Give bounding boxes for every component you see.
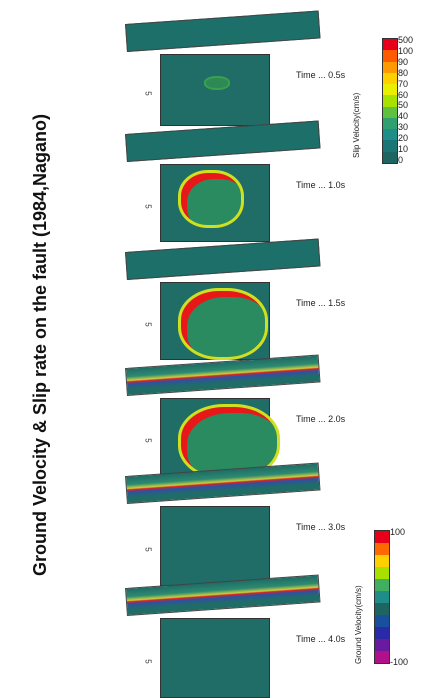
- rupture-front: [178, 170, 244, 228]
- colorbar-segment: [375, 555, 389, 567]
- colorbar-segment: [383, 50, 397, 62]
- colorbar-tick: 30: [398, 122, 409, 133]
- colorbar-tick: 80: [398, 67, 409, 78]
- time-label: Time ... 1.5s: [296, 298, 346, 308]
- depth-tick: 5: [143, 659, 153, 664]
- ground-colorbar: [374, 530, 390, 664]
- colorbar-tick: 10: [398, 144, 409, 155]
- colorbar-segment: [383, 129, 397, 141]
- colorbar-tick: 60: [398, 89, 409, 100]
- colorbar-segment: [375, 579, 389, 591]
- colorbar-tick: 100: [390, 527, 406, 537]
- time-label: Time ... 2.0s: [296, 414, 346, 424]
- colorbar-segment: [375, 567, 389, 579]
- depth-tick: 5: [143, 547, 153, 552]
- colorbar-segment: [383, 72, 397, 85]
- colorbar-tick: -100: [390, 657, 409, 667]
- colorbar-segment: [383, 61, 397, 73]
- time-label: Time ... 4.0s: [296, 634, 346, 644]
- colorbar-segment: [375, 651, 389, 663]
- colorbar-segment: [383, 140, 397, 152]
- time-label: Time ... 3.0s: [296, 522, 346, 532]
- colorbar-tick: 70: [398, 78, 409, 89]
- colorbar-tick: 50: [398, 100, 409, 111]
- colorbar-segment: [383, 95, 397, 107]
- slip-colorbar: [382, 38, 398, 164]
- ground-colorbar-ticks: 100 -100: [390, 528, 420, 668]
- colorbar-segment: [383, 106, 397, 118]
- depth-tick: 5: [143, 91, 153, 96]
- fault-slip-plane: [160, 506, 270, 586]
- ground-velocity-strip: [125, 238, 321, 280]
- slip-colorbar-ticks: 500 100 90 80 70 60 50 40 30 20 10 0: [398, 36, 428, 166]
- slip-colorbar-label: Slip Velocity(cm/s): [352, 92, 361, 158]
- time-label: Time ... 0.5s: [296, 70, 346, 80]
- colorbar-tick: 40: [398, 111, 409, 122]
- colorbar-segment: [383, 39, 397, 51]
- depth-tick: 5: [143, 204, 153, 209]
- colorbar-segment: [375, 627, 389, 639]
- colorbar-tick: 20: [398, 133, 409, 144]
- fault-slip-plane: [160, 54, 270, 126]
- ground-velocity-strip: [125, 354, 321, 396]
- ground-velocity-strip: [125, 574, 321, 616]
- ground-colorbar-label: Ground Velocity(cm/s): [354, 585, 363, 664]
- colorbar-segment: [383, 117, 397, 130]
- colorbar-segment: [383, 84, 397, 96]
- colorbar-segment: [375, 615, 389, 627]
- fault-slip-plane: [160, 618, 270, 698]
- colorbar-segment: [383, 151, 397, 163]
- ground-velocity-strip: [125, 462, 321, 504]
- depth-tick: 5: [143, 438, 153, 443]
- ground-velocity-strip: [125, 10, 321, 52]
- colorbar-tick: 100: [398, 45, 414, 56]
- colorbar-segment: [375, 591, 389, 603]
- rupture-front: [178, 288, 268, 360]
- rupture-front: [204, 76, 230, 90]
- colorbar-segment: [375, 531, 389, 543]
- depth-tick: 5: [143, 322, 153, 327]
- colorbar-segment: [375, 603, 389, 615]
- colorbar-tick: 90: [398, 56, 409, 67]
- colorbar-tick: 500: [398, 35, 414, 45]
- time-label: Time ... 1.0s: [296, 180, 346, 190]
- colorbar-segment: [375, 639, 389, 651]
- ground-velocity-strip: [125, 120, 321, 162]
- colorbar-tick: 0: [398, 155, 404, 165]
- colorbar-segment: [375, 543, 389, 555]
